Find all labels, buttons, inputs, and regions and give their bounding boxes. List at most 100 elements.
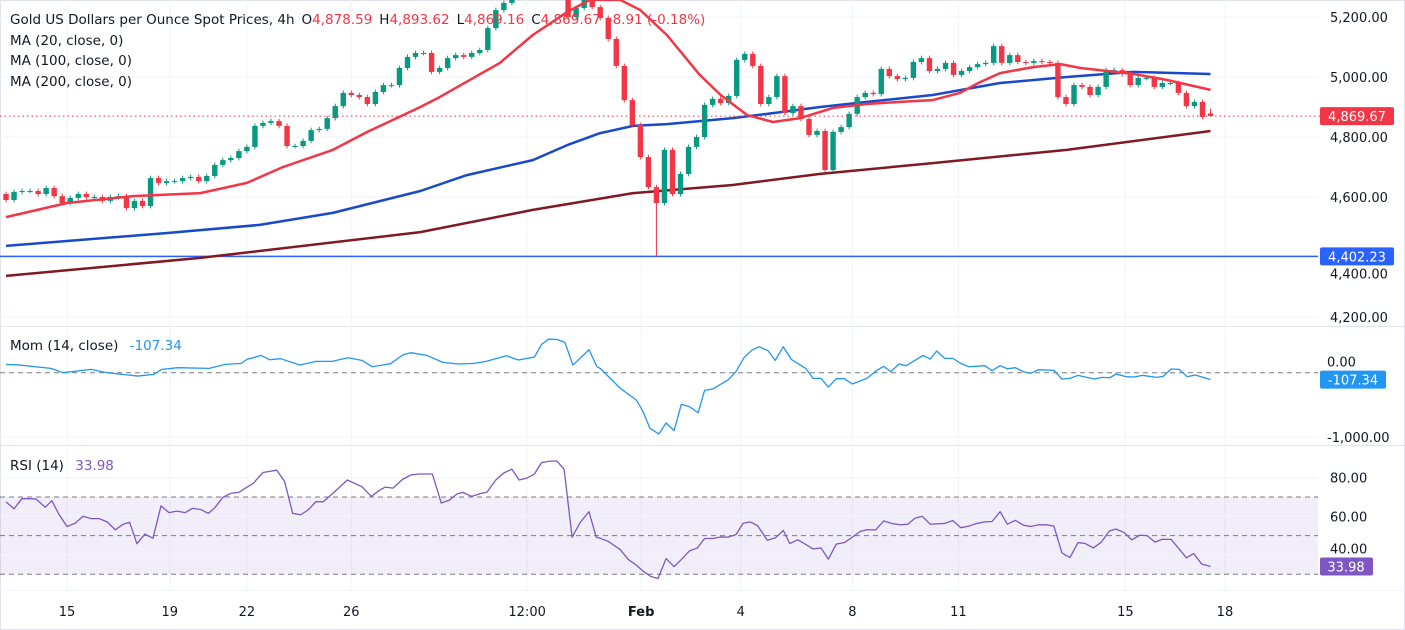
candle-body [758,65,764,104]
time-tick-label: 15 [59,605,76,620]
candle [139,198,146,209]
candle [236,148,242,161]
candle-body [653,187,660,203]
candle [428,50,435,75]
candle [43,185,49,197]
candle-body [212,164,218,176]
candle [300,138,306,149]
candle [163,178,170,186]
candle [372,89,379,107]
candle-body [894,76,901,80]
candle-body [693,137,700,147]
candle-body [428,53,435,72]
candle-body [380,85,387,92]
candle [661,147,668,206]
candle-body [284,125,290,146]
candle-body [958,71,965,75]
candle [934,66,941,74]
hline-price-badge [1320,247,1394,266]
candle [910,59,917,81]
ma200-line [5,129,1211,278]
candle [228,155,234,163]
candle-body [292,146,298,147]
candle [204,173,210,184]
candle-body [1167,83,1174,84]
candle [1071,82,1077,107]
candle-body [613,38,619,66]
candle [171,178,178,184]
time-tick-label: 22 [239,605,256,620]
candle-body [35,191,41,194]
momentum-title: Mom (14, close) [10,338,119,354]
candle-body [332,106,338,119]
candle-body [1199,101,1206,117]
price-tick-label: 4,200.00 [1330,311,1388,326]
time-tick-label: 8 [848,605,856,620]
rsi-legend[interactable]: RSI (14) 33.98 [10,456,114,477]
candle-body [27,191,33,192]
candle-body [3,194,9,200]
candle-body [155,178,162,183]
candle-body [501,2,507,11]
candle-body [862,92,868,98]
ma200-legend[interactable]: MA (200, close, 0) [10,72,705,93]
ma20-legend[interactable]: MA (20, close, 0) [10,31,705,52]
candle-body [412,53,419,57]
candle-body [742,53,748,60]
last-price-badge [1320,107,1394,126]
candle [452,52,459,61]
candle [814,128,820,138]
symbol-title[interactable]: Gold US Dollars per Ounce Spot Prices, 4… [10,12,295,28]
ma100-legend[interactable]: MA (100, close, 0) [10,51,705,72]
ma100-line [5,70,1211,248]
candle-body [774,76,780,98]
candle [324,115,330,132]
momentum-value-badge [1320,370,1386,389]
candle [412,50,419,60]
candle [782,73,788,116]
candle [1039,58,1045,65]
candle [485,25,491,53]
candle-body [348,92,354,95]
candle-body [260,122,266,126]
candle-body [1015,55,1021,62]
candle [1015,52,1021,65]
candle-body [244,146,250,152]
candle [645,154,652,190]
candle [187,174,194,181]
momentum-legend[interactable]: Mom (14, close) -107.34 [10,336,182,357]
candle-body [509,0,515,3]
candle [332,103,338,121]
candle-body [372,92,379,104]
candle-body [669,149,676,194]
candle [974,61,981,70]
low-value: 4,869.16 [464,12,525,28]
close-value: 4,869.67 [540,12,601,28]
candle [252,123,258,150]
candle-body [982,62,989,65]
candle-body [597,7,603,18]
candle-body [1063,97,1069,104]
candle-body [999,46,1005,63]
candle-body [621,65,628,101]
candle-body [1143,77,1149,79]
candle-body [1087,86,1093,95]
price-tick-label: 5,000.00 [1330,71,1388,86]
candle-body [252,125,258,147]
candle-body [236,151,242,158]
candle [958,68,965,78]
candle [766,94,772,107]
candle-body [356,95,363,98]
time-tick-label: 19 [162,605,179,620]
candle [27,188,33,194]
ma20-line [5,0,1211,219]
candle [1095,84,1101,98]
candle [1135,75,1141,88]
candle [750,51,756,69]
candle-body [404,56,411,68]
candle-body [396,68,403,86]
candle [461,52,467,60]
candle-body [67,197,73,203]
